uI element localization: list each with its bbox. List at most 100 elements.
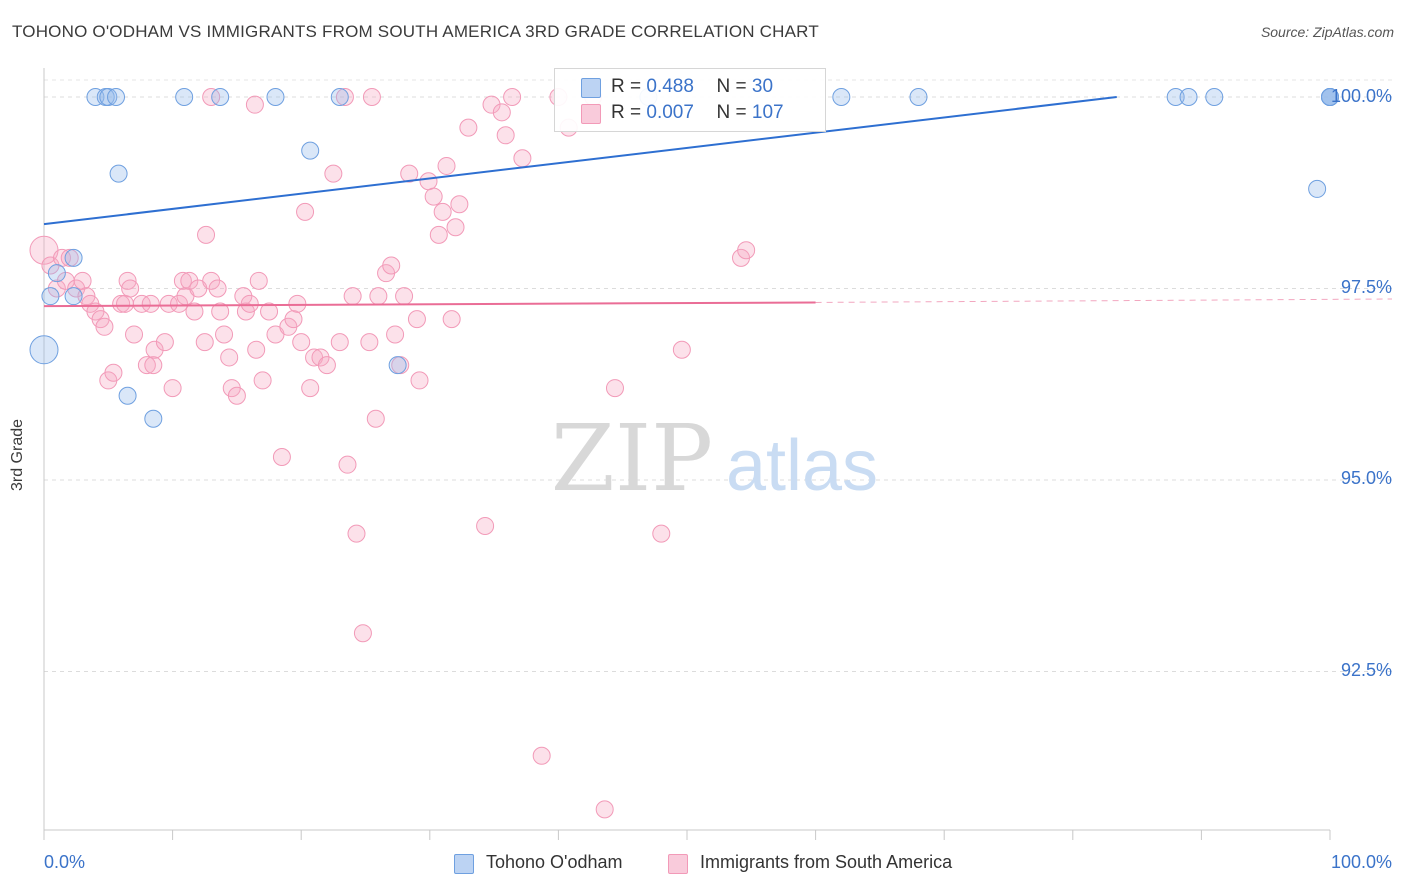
point-immigrants-5 [60,248,79,267]
r-value-tohono: 0.488 [646,76,694,97]
point-immigrants-51 [272,448,291,467]
r-label: R = [611,102,642,123]
point-immigrants-19 [125,325,144,344]
n-label: N = [716,102,747,123]
point-immigrants-61 [324,164,343,183]
point-immigrants-29 [173,271,192,290]
y-tick-97-5: 97.5% [1340,277,1392,297]
point-immigrants-7 [73,271,92,290]
point-immigrants-34 [195,333,214,352]
n-value-tohono: 30 [751,76,774,97]
point-immigrants-16 [116,294,135,313]
point-immigrants-28 [170,294,189,313]
point-immigrants-99 [652,524,671,543]
point-immigrants-82 [437,156,456,175]
point-immigrants-83 [442,310,461,329]
series-legend: Tohono O'odham Immigrants from South Ame… [0,852,1406,878]
point-immigrants-90 [496,126,515,145]
y-tick-95: 95.0% [1340,468,1392,488]
point-immigrants-91 [503,88,522,106]
point-immigrants-46 [247,340,266,359]
point-immigrants-57 [301,379,320,398]
y-tick-92-5: 92.5% [1340,660,1392,680]
point-immigrants-25 [155,333,174,352]
point-immigrants-103 [335,88,354,106]
point-immigrants-98 [672,340,691,359]
point-immigrants-31 [180,271,199,290]
watermark: ZIP atlas [551,405,878,512]
point-tohono-11 [144,409,163,428]
point-tohono-21 [1166,88,1185,106]
point-immigrants-55 [292,333,311,352]
legend-label-immigrants: Immigrants from South America [700,852,953,872]
point-immigrants-104 [245,95,264,114]
legend-swatch-pink [668,854,688,874]
r-label: R = [611,76,642,97]
point-immigrants-79 [424,187,443,206]
point-immigrants-18 [121,279,140,298]
point-tohono-20 [909,88,928,106]
legend-swatch-blue [581,78,601,98]
point-immigrants-84 [446,218,465,237]
y-tick-100: 100.0% [1330,86,1392,106]
legend-label-tohono: Tohono O'odham [486,852,623,872]
point-immigrants-15 [112,294,131,313]
point-immigrants-80 [429,225,448,244]
point-immigrants-38 [211,302,230,321]
point-tohono-16 [330,88,349,106]
point-immigrants-35 [197,225,216,244]
chart-title: TOHONO O'ODHAM VS IMMIGRANTS FROM SOUTH … [12,22,819,41]
point-immigrants-71 [382,256,401,275]
point-tohono-9 [109,164,128,183]
point-immigrants-87 [476,516,495,535]
point-immigrants-101 [737,241,756,260]
point-immigrants-45 [240,294,259,313]
series-tohono-points [29,88,1339,428]
trend-line-extension-1 [815,298,1393,303]
point-immigrants-27 [163,379,182,398]
point-tohono-14 [266,88,285,106]
point-immigrants-39 [215,325,234,344]
x-tick-max: 100.0% [1330,852,1392,872]
series-immigrants-points [29,88,756,819]
point-immigrants-37 [208,279,227,298]
point-immigrants-72 [386,325,405,344]
point-immigrants-32 [185,302,204,321]
axes [43,68,1331,840]
point-tohono-19 [832,88,851,106]
grid-lines [44,79,1392,672]
point-immigrants-20 [132,294,151,313]
point-immigrants-96 [595,800,614,819]
point-immigrants-42 [227,386,246,405]
point-immigrants-77 [410,371,429,390]
point-immigrants-56 [296,202,315,221]
point-immigrants-24 [145,340,164,359]
point-immigrants-22 [141,294,160,313]
point-immigrants-69 [369,287,388,306]
trend-line-0 [43,96,1117,226]
point-immigrants-74 [395,287,414,306]
point-immigrants-48 [253,371,272,390]
point-immigrants-14 [104,363,123,382]
point-immigrants-76 [407,310,426,329]
point-immigrants-88 [482,95,501,114]
trend-line-1 [43,301,816,308]
point-tohono-23 [1205,88,1224,106]
point-immigrants-49 [260,302,279,321]
n-value-immigrants: 107 [751,102,784,123]
point-immigrants-62 [330,333,349,352]
point-tohono-10 [118,386,137,405]
point-tohono-13 [211,88,230,106]
point-immigrants-40 [220,348,239,367]
point-tohono-15 [301,141,320,160]
point-tohono-5 [86,88,105,106]
point-immigrants-97 [605,379,624,398]
point-immigrants-89 [492,103,511,122]
point-immigrants-26 [159,294,178,313]
point-tohono-22 [1179,88,1198,106]
point-immigrants-75 [400,164,419,183]
point-immigrants-66 [353,624,372,643]
point-immigrants-21 [137,356,156,375]
point-immigrants-2 [47,279,66,298]
